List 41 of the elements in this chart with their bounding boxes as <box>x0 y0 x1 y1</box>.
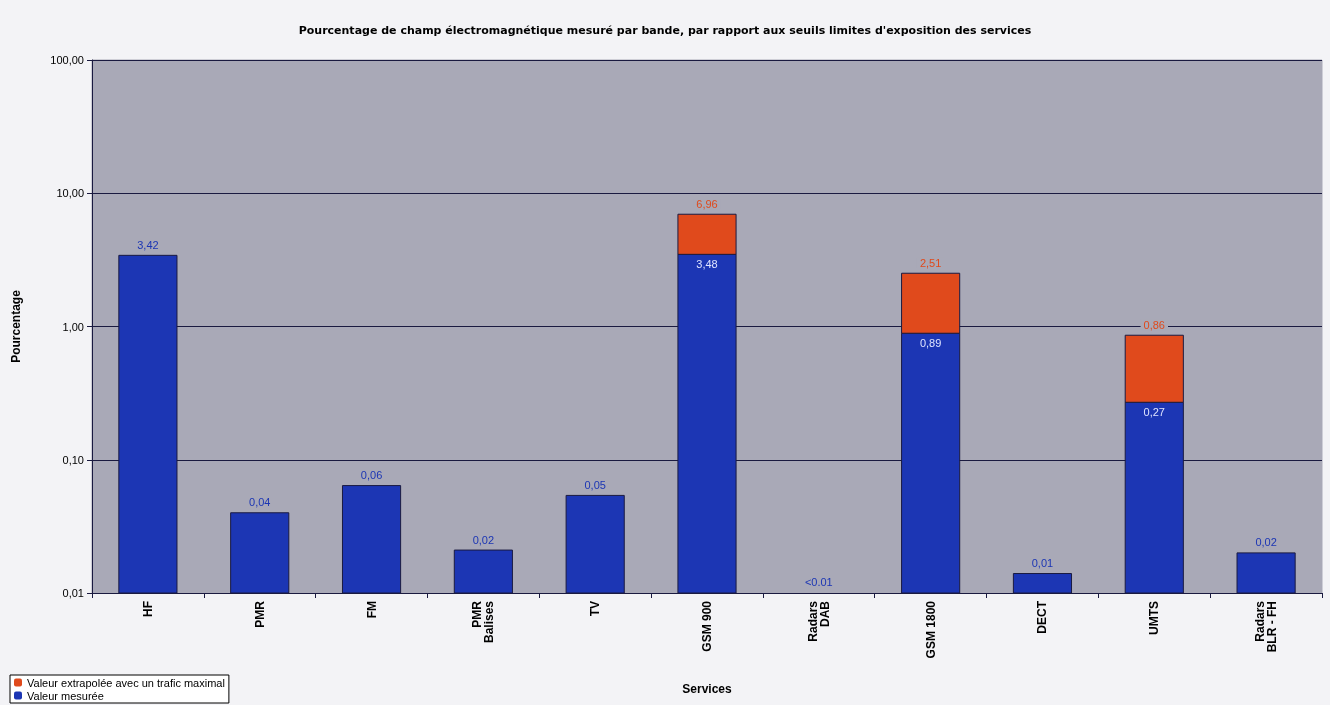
bar <box>565 494 625 594</box>
total-label: 6,96 <box>696 197 718 210</box>
bar <box>230 512 290 594</box>
data-label: 0,06 <box>360 469 383 482</box>
data-label: 0,02 <box>472 533 495 546</box>
x-tick-label: GSM 1800 <box>923 600 938 659</box>
legend-label: Valeur mesurée <box>27 689 104 702</box>
data-label: 0,01 <box>1031 557 1054 570</box>
y-tick-label: 0,01 <box>62 587 84 599</box>
x-tick-label: PMR <box>252 600 267 628</box>
y-axis-title: Pourcentage <box>9 289 23 363</box>
x-tick-label: Radars BLR - FH <box>1253 600 1280 653</box>
x-axis-title: Services <box>682 682 733 696</box>
x-tick-label: HF <box>140 601 155 617</box>
data-label: 3,48 <box>696 257 718 270</box>
data-label: 0,04 <box>249 496 271 509</box>
bar <box>341 485 402 594</box>
text: <0.01 <box>804 575 833 588</box>
total-label: 2,51 <box>919 256 942 269</box>
y-tick-label: 100,00 <box>50 54 84 66</box>
bar <box>1236 552 1296 594</box>
data-label: 0,89 <box>919 336 942 349</box>
chart-title: Pourcentage de champ électromagnétique mesuré par bande, par rapport aux seuils limites d'exposition des services <box>298 24 1032 37</box>
total-label: 0,86 <box>1143 318 1165 331</box>
data-label: 3,42 <box>137 238 159 251</box>
x-tick-label: UMTS <box>1147 601 1162 635</box>
data-label: 0,02 <box>1255 536 1277 549</box>
bar <box>1012 573 1073 594</box>
y-tick-label: 10,00 <box>56 187 84 200</box>
x-tick-label: DECT <box>1035 600 1050 634</box>
x-tick-label: Radars DAB <box>805 600 832 642</box>
x-tick-label: FM <box>364 601 379 619</box>
x-tick-label: PMR Balises <box>470 600 497 644</box>
legend-label: Valeur extrapolée avec un trafic maximal <box>27 676 225 689</box>
x-tick-label: GSM 900 <box>700 600 714 652</box>
data-label: 0,27 <box>1143 405 1165 418</box>
y-tick-label: 0,10 <box>62 453 84 466</box>
y-tick-label: 1,00 <box>62 320 84 333</box>
x-tick-label: TV <box>588 601 603 617</box>
bar <box>453 549 513 594</box>
data-label: 0,05 <box>584 478 606 491</box>
